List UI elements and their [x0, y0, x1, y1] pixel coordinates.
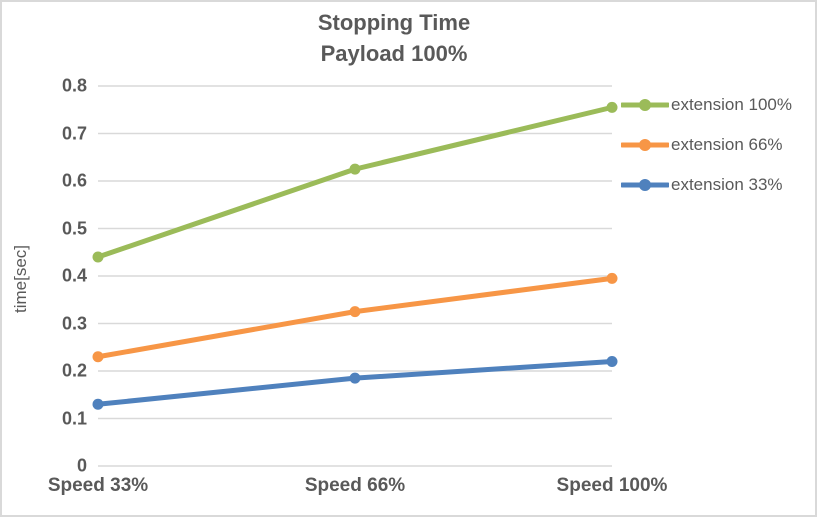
plot-area — [92, 85, 618, 467]
y-tick-label: 0.3 — [61, 313, 87, 333]
x-tick-label: Speed 100% — [556, 475, 668, 496]
series-line-extension-100- — [95, 104, 615, 260]
data-point-marker-extension-100- — [92, 251, 104, 263]
y-axis-tick-labels: 0 0.1 0.2 0.3 0.4 0.5 0.6 0.7 0.8 — [2, 2, 87, 515]
data-point-marker-extension-66- — [349, 306, 361, 318]
y-tick-label: 0.8 — [61, 75, 87, 96]
x-tick-label: Speed 33% — [47, 475, 149, 496]
legend-label: extension 66% — [671, 135, 783, 154]
legend-item-extension-100-: extension 100% — [621, 92, 792, 118]
legend-item-extension-66-: extension 66% — [621, 132, 792, 158]
y-tick-label: 0.7 — [61, 123, 87, 143]
legend-dot-icon — [639, 179, 651, 191]
y-tick-label: 0.1 — [61, 408, 87, 428]
chart-title: Stopping Time Payload 100% — [2, 7, 786, 69]
legend-line-marker-icon — [621, 99, 669, 111]
legend-dot-icon — [639, 139, 651, 151]
y-tick-label: 0.4 — [61, 265, 87, 286]
chart-title-line2: Payload 100% — [320, 41, 468, 66]
y-tick-label: 0.6 — [61, 170, 87, 191]
chart-title-line1: Stopping Time — [317, 10, 471, 35]
data-point-marker-extension-33- — [92, 398, 104, 410]
legend-dot-icon — [639, 99, 651, 111]
y-tick-label: 0.2 — [61, 360, 87, 381]
data-point-marker-extension-33- — [606, 356, 618, 367]
data-point-marker-extension-66- — [92, 351, 104, 363]
data-point-marker-extension-66- — [606, 272, 618, 284]
data-point-marker-extension-100- — [349, 163, 361, 175]
legend-line-marker-icon — [621, 139, 669, 151]
series-line-extension-66- — [95, 275, 615, 360]
legend-label: extension 100% — [671, 95, 792, 114]
y-tick-label: 0.5 — [61, 218, 87, 238]
legend-line-marker-icon — [621, 179, 669, 191]
legend: extension 100% extension 66% extension 33% — [621, 92, 792, 198]
x-tick-label: Speed 66% — [304, 475, 406, 496]
legend-label: extension 33% — [671, 175, 783, 194]
legend-item-extension-33-: extension 33% — [621, 172, 792, 198]
data-point-marker-extension-33- — [349, 372, 361, 384]
data-point-marker-extension-100- — [606, 101, 618, 113]
y-tick-label: 0 — [76, 455, 87, 476]
